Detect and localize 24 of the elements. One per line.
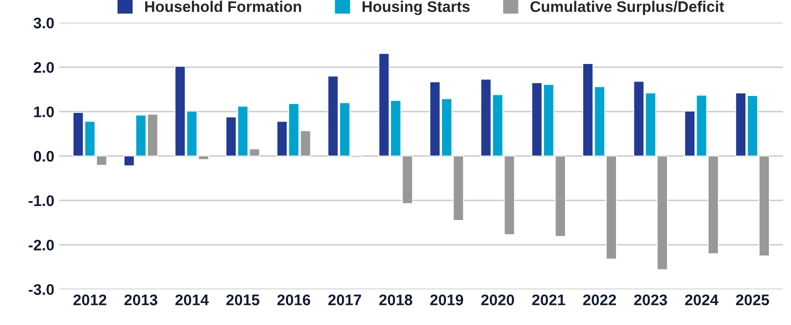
- legend-label: Cumulative Surplus/Deficit: [530, 0, 724, 16]
- y-tick-label: 0.0: [34, 150, 54, 162]
- x-tick-label: 2021: [532, 294, 566, 306]
- y-tick-label: -3.0: [28, 284, 54, 295]
- y-tick-label: 1.0: [34, 106, 54, 118]
- x-tick-label: 2019: [430, 294, 464, 306]
- x-tick-label: 2017: [328, 294, 362, 306]
- x-tick-label: 2025: [736, 294, 770, 306]
- y-tick-label: 3.0: [34, 18, 54, 28]
- legend-label: Housing Starts: [362, 0, 470, 16]
- x-tick-label: 2016: [277, 294, 310, 306]
- x-tick-label: 2023: [634, 294, 668, 306]
- x-tick-label: 2020: [481, 294, 514, 306]
- x-tick-label: 2013: [124, 294, 158, 306]
- x-tick-label: 2015: [226, 294, 260, 306]
- y-tick-label: -2.0: [28, 240, 54, 251]
- x-tick-label: 2024: [685, 294, 718, 306]
- x-tick-label: 2014: [175, 294, 209, 306]
- y-tick-label: -1.0: [28, 195, 54, 206]
- x-tick-label: 2018: [379, 294, 412, 306]
- x-tick-label: 2012: [73, 294, 106, 306]
- y-tick-label: 2.0: [34, 62, 54, 73]
- legend-label: Household Formation: [145, 0, 302, 12]
- x-tick-label: 2022: [583, 294, 616, 306]
